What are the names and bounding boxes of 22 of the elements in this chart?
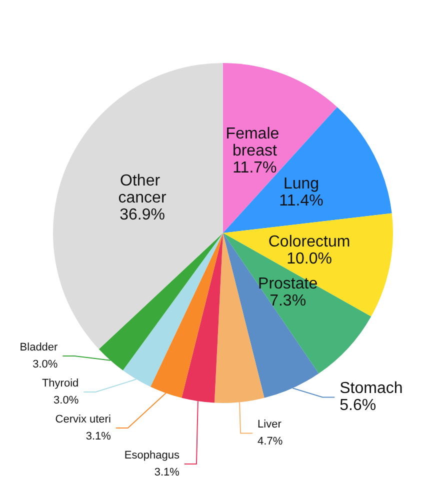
data-label: 3.0% (54, 394, 79, 406)
data-label: 3.1% (154, 466, 180, 478)
slice-label: Stomach (340, 380, 403, 398)
data-label: 11.7% (232, 159, 277, 176)
data-label: 3.0% (32, 358, 58, 370)
data-label: 10.0% (286, 250, 332, 268)
slice-label: Other cancer (118, 172, 167, 206)
slice-label: Bladder (20, 342, 58, 354)
slice-label: Female breast (226, 125, 284, 160)
data-label: 5.6% (340, 397, 376, 414)
data-label: 7.3% (270, 292, 306, 310)
slice-label: Esophagus (124, 450, 180, 462)
slice-label: Thyroid (42, 378, 79, 390)
slice-label: Liver (258, 418, 282, 431)
data-label: 4.7% (258, 436, 283, 448)
data-label: 36.9% (120, 206, 165, 224)
data-label: 3.1% (86, 430, 112, 442)
slice-label: Lung (283, 176, 320, 193)
slice-label: Prostate (258, 276, 318, 293)
data-label: 11.4% (279, 192, 324, 210)
slice-label: Colorectum (268, 233, 350, 250)
slice-label: Cervix uteri (55, 414, 111, 426)
